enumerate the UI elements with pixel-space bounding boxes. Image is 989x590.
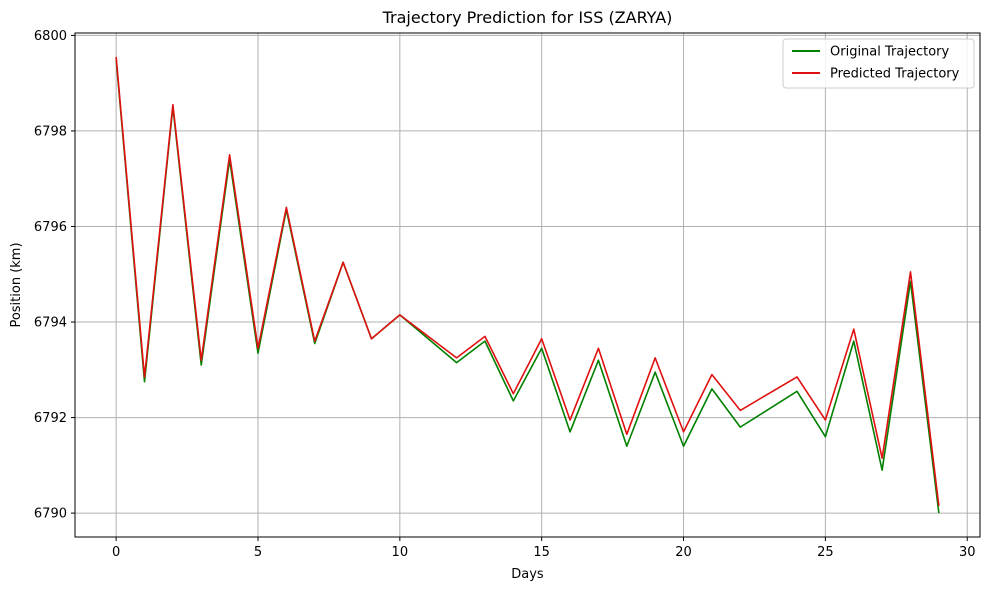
y-axis-ticks: 6790 6792 6794 6796 6798 6800 [34, 29, 75, 522]
y-tick-label: 6800 [34, 29, 67, 44]
grid-lines [75, 33, 980, 537]
x-tick-label: 10 [392, 545, 409, 560]
legend-box [782, 38, 975, 89]
y-tick-label: 6794 [34, 316, 67, 331]
x-tick-label: 20 [675, 545, 692, 560]
x-axis-label: Days [511, 567, 544, 582]
x-tick-label: 5 [254, 545, 262, 560]
y-tick-label: 6796 [34, 220, 67, 235]
y-axis-label: Position (km) [9, 242, 24, 327]
legend: Original Trajectory Predicted Trajectory [782, 38, 975, 89]
chart-title: Trajectory Prediction for ISS (ZARYA) [382, 8, 673, 27]
plot-frame [74, 32, 981, 538]
x-tick-label: 30 [959, 545, 976, 560]
x-tick-label: 25 [817, 545, 834, 560]
legend-label-original: Original Trajectory [830, 45, 949, 60]
series-layer [115, 56, 940, 514]
x-axis-ticks: 0 5 10 15 20 25 30 [112, 537, 976, 560]
y-tick-label: 6792 [34, 411, 67, 426]
y-tick-label: 6798 [34, 124, 67, 139]
x-tick-label: 0 [112, 545, 120, 560]
predicted-trajectory-line [115, 56, 940, 507]
y-tick-label: 6790 [34, 507, 67, 522]
legend-label-predicted: Predicted Trajectory [830, 67, 960, 82]
x-tick-label: 15 [533, 545, 550, 560]
